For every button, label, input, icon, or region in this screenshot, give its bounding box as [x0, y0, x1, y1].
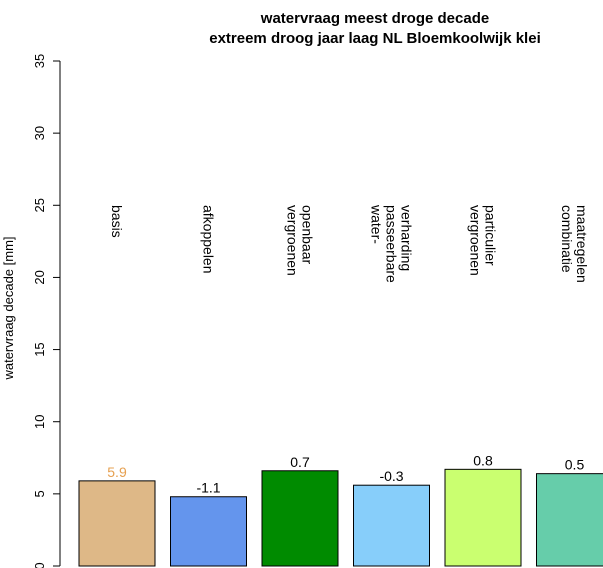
y-tick-label-4: 20	[32, 270, 47, 284]
category-label-4: vergroenen particulier	[468, 205, 499, 276]
chart-title: watervraag meest droge decade	[260, 10, 489, 27]
y-tick-label-2: 10	[32, 414, 47, 428]
category-label-2-line-1: openbaar	[300, 205, 316, 265]
category-labels-group: basis afkoppelen vergroenen openbaar water-p…	[109, 204, 590, 283]
y-tick-label-0: 0	[32, 562, 47, 568]
y-tick-label-5: 25	[32, 198, 47, 212]
category-label-5-line-1: maatregelen	[574, 205, 590, 283]
category-label-4-line-1: particulier	[483, 205, 499, 266]
data-label-4: 0.8	[473, 452, 493, 468]
category-label-3-line-1: passeerbare	[384, 205, 400, 283]
data-labels-group: 5.9 -1.1 0.7 -0.3 0.8 0.5	[107, 452, 584, 495]
chart-subtitle: extreem droog jaar laag NL Bloemkoolwijk…	[209, 30, 541, 47]
category-label-4-line-0: vergroenen	[468, 205, 484, 276]
bar-4	[444, 468, 522, 567]
y-axis-label: watervraag decade [mm]	[1, 236, 16, 380]
bar-2	[261, 470, 339, 567]
category-label-1-line-0: afkoppelen	[201, 205, 217, 274]
category-label-5-line-0: combinatie	[559, 205, 575, 273]
y-axis: 0 5 10 15 20 25 30 35	[32, 54, 61, 568]
category-label-1: afkoppelen	[201, 205, 217, 274]
category-label-0-line-0: basis	[109, 205, 125, 238]
bar-0	[78, 480, 156, 567]
data-label-5: 0.5	[565, 457, 585, 473]
y-tick-label-3: 15	[32, 342, 47, 356]
bar-5	[536, 473, 603, 567]
bar-3	[353, 484, 430, 567]
y-tick-label-7: 35	[32, 54, 47, 68]
data-label-0: 5.9	[107, 464, 127, 480]
y-tick-label-6: 30	[32, 126, 47, 140]
data-label-2: 0.7	[290, 454, 310, 470]
category-label-3-line-0: water-	[369, 204, 385, 244]
category-label-3-line-2: verharding	[399, 205, 415, 271]
category-label-5: combinatie maatregelen	[559, 205, 590, 283]
bars-group	[78, 468, 603, 567]
category-label-3: water-passeerbare verharding	[369, 204, 415, 283]
data-label-3: -0.3	[379, 468, 403, 484]
bar-1	[170, 496, 247, 567]
y-tick-label-1: 5	[32, 490, 47, 497]
category-label-2: vergroenen openbaar	[285, 205, 316, 276]
category-label-0: basis	[109, 205, 125, 238]
category-label-2-line-0: vergroenen	[285, 205, 301, 276]
data-label-1: -1.1	[196, 480, 220, 496]
